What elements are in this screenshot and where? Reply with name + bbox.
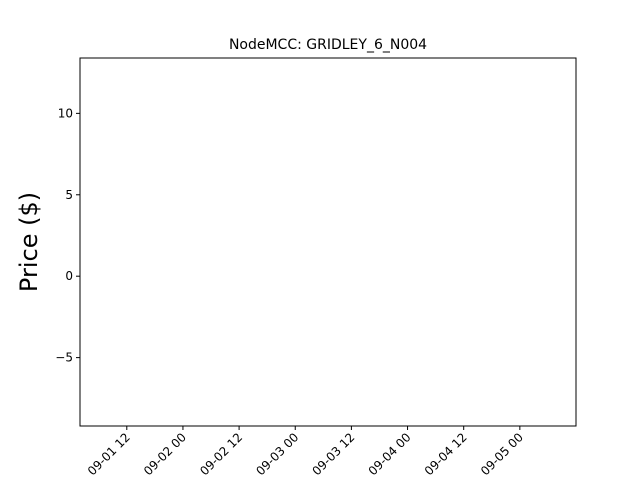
x-tick-label: 09-02 12 bbox=[197, 430, 245, 478]
chart-title: NodeMCC: GRIDLEY_6_N004 bbox=[229, 37, 427, 53]
x-tick-label: 09-03 12 bbox=[309, 430, 357, 478]
y-tick-label: 0 bbox=[65, 269, 73, 283]
y-tick-label: −5 bbox=[55, 351, 73, 365]
x-tick-label: 09-03 00 bbox=[253, 430, 301, 478]
x-tick-label: 09-01 12 bbox=[85, 430, 133, 478]
y-tick-label: 5 bbox=[65, 188, 73, 202]
x-tick-label: 09-05 00 bbox=[478, 430, 526, 478]
y-tick-label: 10 bbox=[58, 106, 73, 120]
x-tick-label: 09-04 12 bbox=[422, 430, 470, 478]
x-tick-label: 09-04 00 bbox=[366, 430, 414, 478]
plot-frame bbox=[79, 57, 577, 427]
y-axis-label: Price ($) bbox=[15, 192, 43, 292]
x-tick-label: 09-02 00 bbox=[141, 430, 189, 478]
